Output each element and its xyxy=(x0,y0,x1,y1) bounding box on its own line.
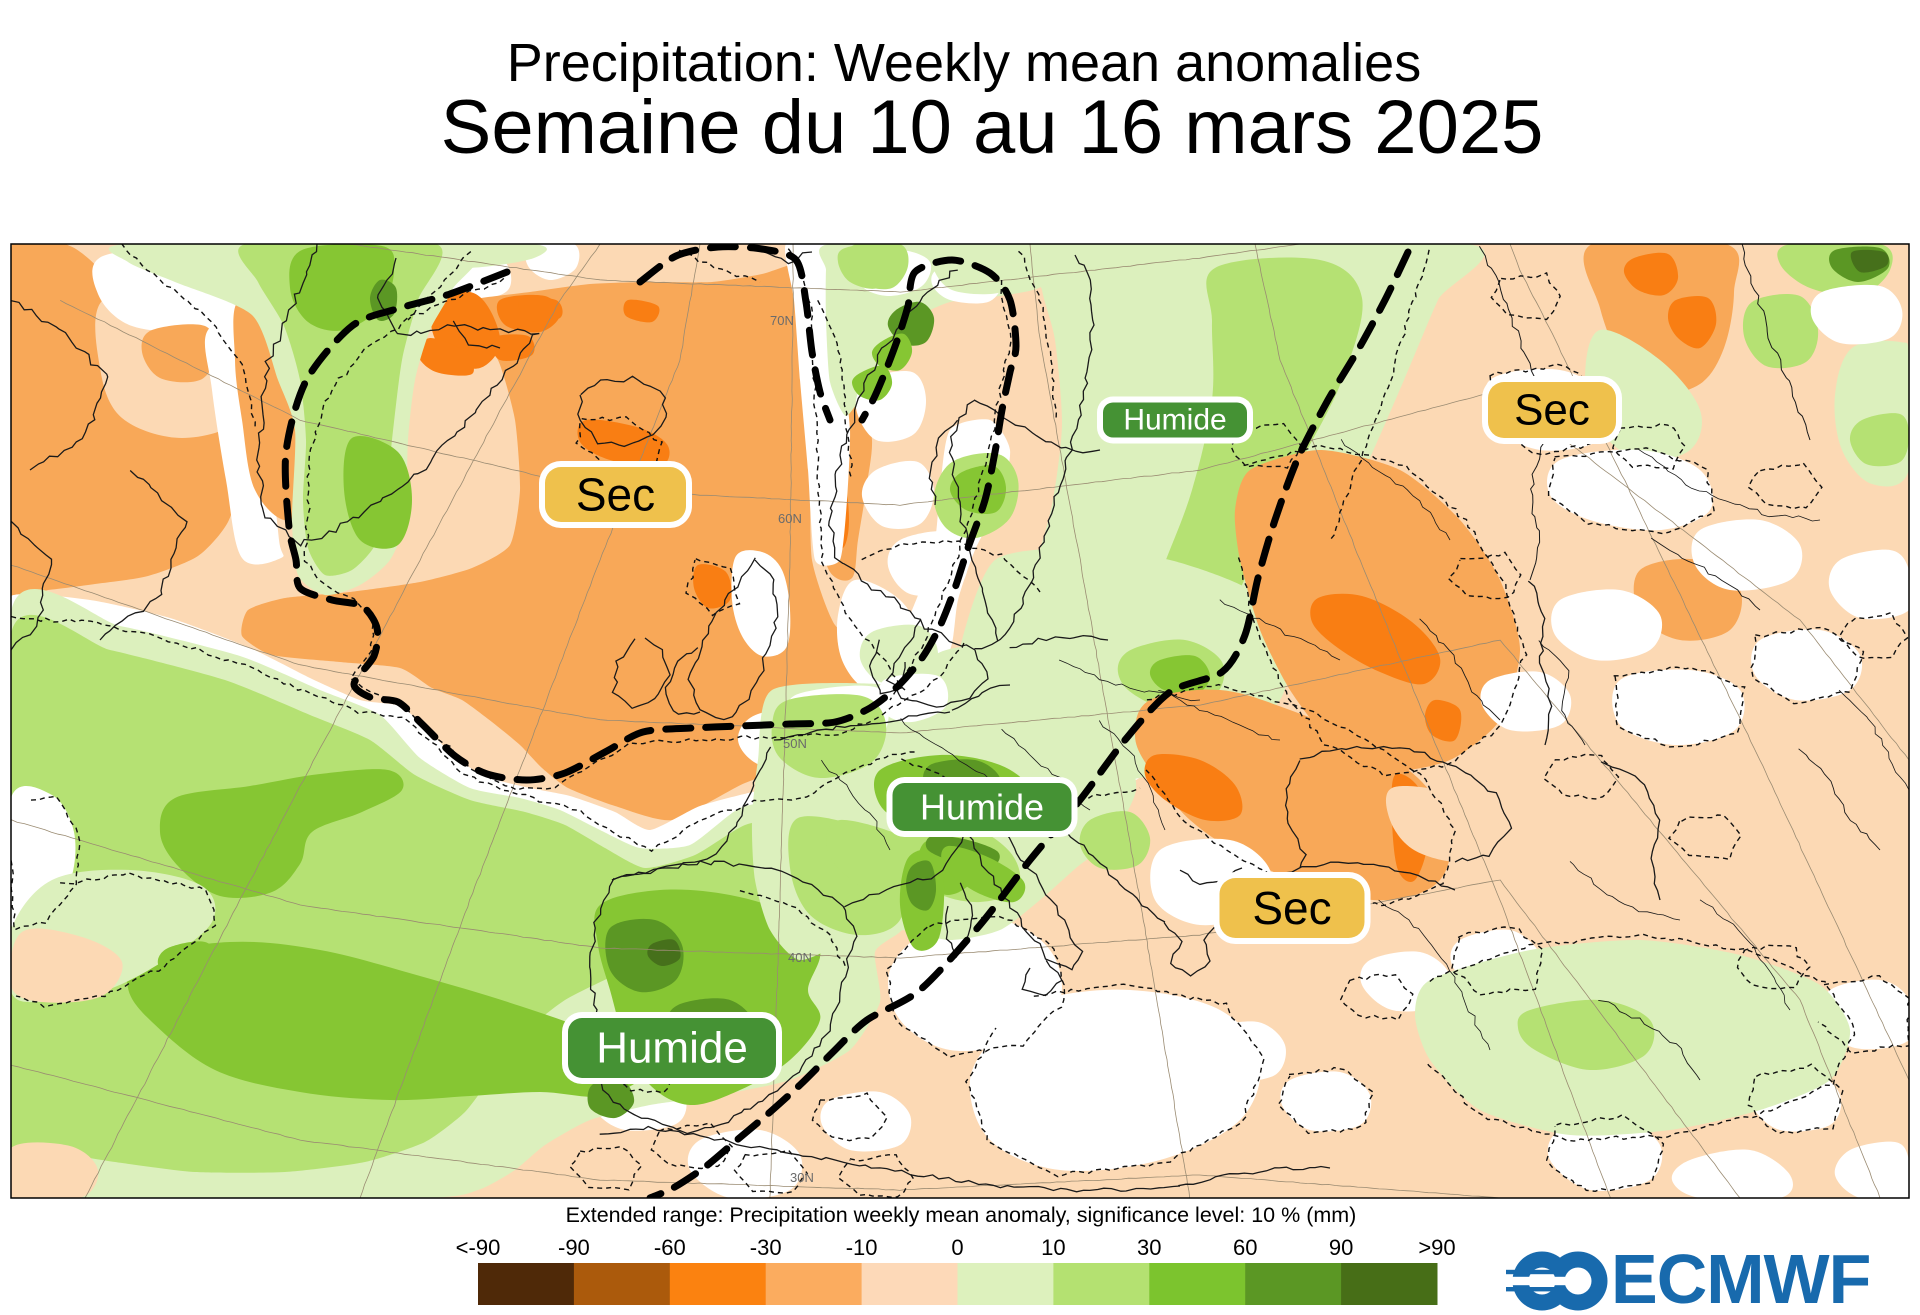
svg-text:Sec: Sec xyxy=(576,469,655,521)
svg-text:60: 60 xyxy=(1233,1235,1257,1260)
svg-text:60N: 60N xyxy=(778,511,802,526)
svg-text:Humide: Humide xyxy=(1123,404,1226,437)
svg-text:Humide: Humide xyxy=(596,1024,748,1073)
svg-text:-60: -60 xyxy=(654,1235,686,1260)
svg-text:30N: 30N xyxy=(790,1170,814,1185)
svg-text:>90: >90 xyxy=(1418,1235,1455,1260)
svg-text:ECMWF: ECMWF xyxy=(1611,1240,1870,1315)
svg-text:30: 30 xyxy=(1137,1235,1161,1260)
svg-text:Sec: Sec xyxy=(1252,882,1331,934)
svg-text:0: 0 xyxy=(951,1235,963,1260)
svg-text:70N: 70N xyxy=(770,313,794,328)
svg-text:90: 90 xyxy=(1329,1235,1353,1260)
svg-text:-10: -10 xyxy=(846,1235,878,1260)
svg-text:-90: -90 xyxy=(558,1235,590,1260)
svg-text:50N: 50N xyxy=(783,736,807,751)
svg-text:40N: 40N xyxy=(788,950,812,965)
svg-text:<-90: <-90 xyxy=(456,1235,501,1260)
svg-text:Humide: Humide xyxy=(920,787,1044,828)
svg-text:-30: -30 xyxy=(750,1235,782,1260)
svg-text:10: 10 xyxy=(1041,1235,1065,1260)
svg-text:Sec: Sec xyxy=(1514,386,1590,435)
